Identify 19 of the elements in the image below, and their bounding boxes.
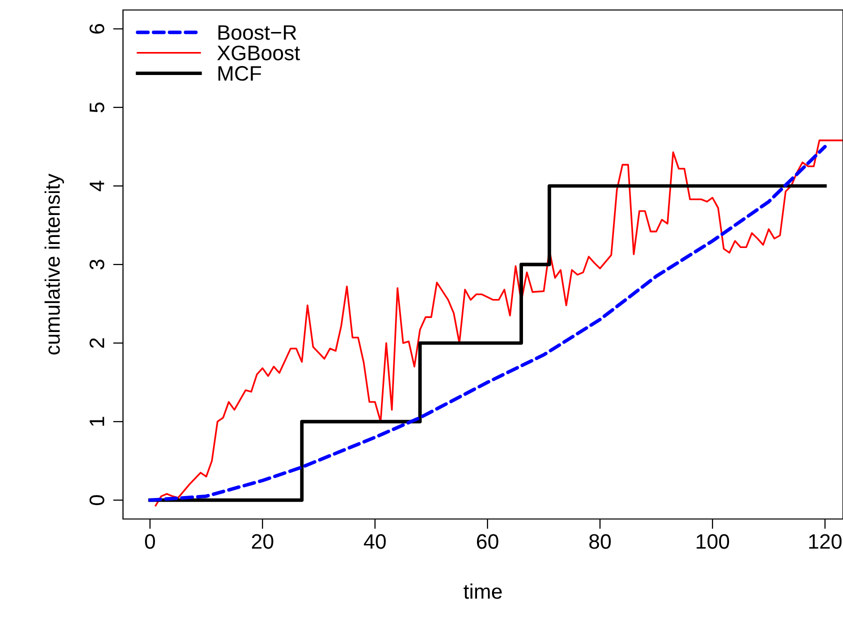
x-tick-label: 40 [364,534,386,549]
y-tick-label: 1 [90,416,104,426]
x-tick-label: 120 [809,534,842,549]
x-tick-label: 0 [145,534,155,549]
legend-label: Boost−R [218,25,296,40]
y-tick-label: 0 [90,495,104,506]
x-axis-title: time [464,584,502,599]
legend-label: MCF [218,66,262,81]
y-tick-label: 4 [90,180,104,192]
y-tick-label: 5 [90,102,104,112]
x-tick-label: 100 [696,534,730,549]
y-tick-label: 6 [90,24,104,34]
legend-label: XGBoost [217,46,300,60]
y-tick-label: 2 [90,338,104,348]
y-tick-label: 3 [90,260,104,270]
x-tick-label: 60 [476,534,498,549]
x-tick-label: 80 [589,534,611,549]
y-axis-title: cumulative intensity [44,174,64,355]
x-tick-label: 20 [252,534,274,549]
